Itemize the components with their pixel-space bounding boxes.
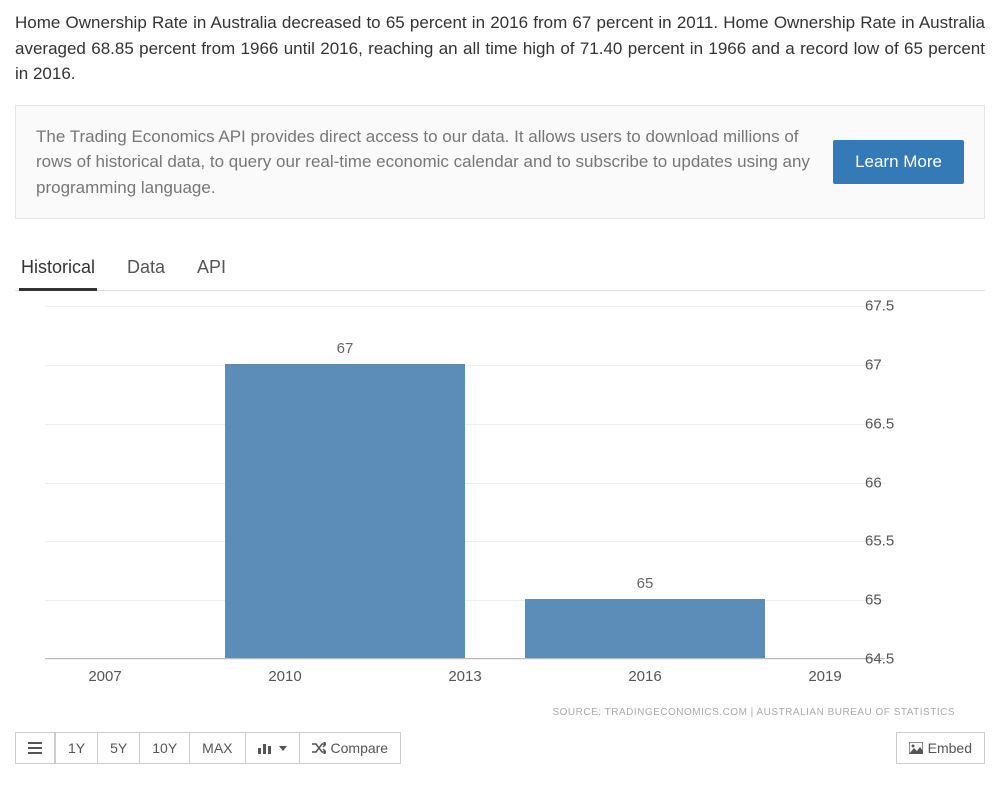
- bar-value-label: 67: [225, 340, 465, 357]
- bar-chart-icon: [258, 742, 272, 754]
- chart-bar[interactable]: 67: [225, 364, 465, 658]
- embed-button[interactable]: Embed: [896, 732, 985, 764]
- y-axis-label: 65.5: [865, 533, 920, 550]
- chart-gridline: [45, 424, 885, 425]
- list-icon: [28, 742, 42, 754]
- api-promo-text: The Trading Economics API provides direc…: [36, 124, 813, 201]
- x-axis-label: 2013: [448, 668, 481, 685]
- x-axis-label: 2007: [88, 668, 121, 685]
- x-axis-label: 2016: [628, 668, 661, 685]
- range-10y-button[interactable]: 10Y: [139, 732, 190, 764]
- range-1y-button[interactable]: 1Y: [55, 732, 98, 764]
- api-promo-box: The Trading Economics API provides direc…: [15, 105, 985, 220]
- tabs-bar: Historical Data API: [15, 247, 985, 291]
- tab-historical[interactable]: Historical: [19, 247, 97, 291]
- shuffle-icon: [312, 742, 326, 754]
- learn-more-button[interactable]: Learn More: [833, 140, 964, 184]
- bar-value-label: 65: [525, 575, 765, 592]
- intro-paragraph: Home Ownership Rate in Australia decreas…: [15, 10, 985, 87]
- chart-gridline: [45, 365, 885, 366]
- embed-label: Embed: [928, 740, 972, 756]
- chart-bar[interactable]: 65: [525, 599, 765, 658]
- list-view-button[interactable]: [15, 732, 55, 764]
- chart-source-text: SOURCE: TRADINGECONOMICS.COM | AUSTRALIA…: [15, 707, 985, 718]
- tab-data[interactable]: Data: [125, 247, 167, 291]
- y-axis-label: 67: [865, 356, 920, 373]
- y-axis-label: 67.5: [865, 298, 920, 315]
- chart-gridline: [45, 659, 885, 660]
- chart-plot-area: 67 65: [45, 306, 885, 659]
- y-axis-label: 65: [865, 592, 920, 609]
- chart-gridline: [45, 483, 885, 484]
- tab-api[interactable]: API: [195, 247, 228, 291]
- y-axis-label: 64.5: [865, 651, 920, 668]
- chart-toolbar: 1Y5Y10YMAX Compare Embed: [15, 732, 985, 764]
- x-axis-label: 2010: [268, 668, 301, 685]
- chart-gridline: [45, 306, 885, 307]
- y-axis-label: 66: [865, 474, 920, 491]
- image-icon: [909, 742, 923, 754]
- chevron-down-icon: [279, 746, 287, 751]
- chart-container: 6765 64.56565.56666.56767.52007201020132…: [15, 306, 985, 701]
- range-max-button[interactable]: MAX: [189, 732, 245, 764]
- y-axis-label: 66.5: [865, 415, 920, 432]
- compare-button[interactable]: Compare: [299, 732, 402, 764]
- chart-gridline: [45, 541, 885, 542]
- range-5y-button[interactable]: 5Y: [97, 732, 140, 764]
- chart-type-button[interactable]: [245, 732, 300, 764]
- x-axis-label: 2019: [808, 668, 841, 685]
- compare-label: Compare: [331, 740, 389, 756]
